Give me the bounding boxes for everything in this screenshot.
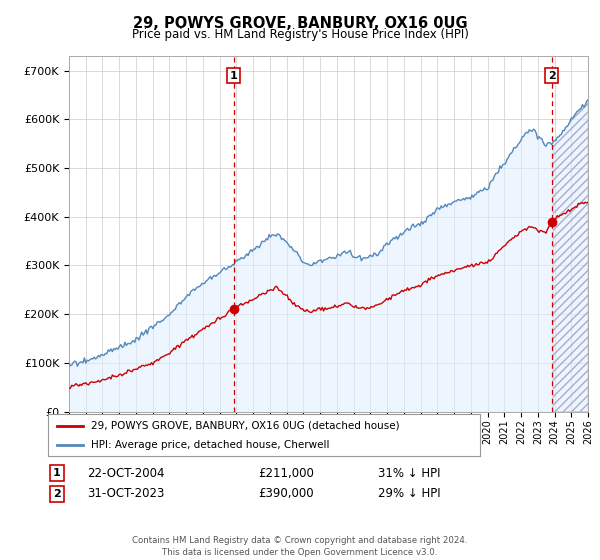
Text: 29, POWYS GROVE, BANBURY, OX16 0UG (detached house): 29, POWYS GROVE, BANBURY, OX16 0UG (deta…	[91, 421, 400, 431]
Text: 2: 2	[53, 489, 61, 499]
Text: 29% ↓ HPI: 29% ↓ HPI	[378, 487, 440, 501]
Text: £211,000: £211,000	[258, 466, 314, 480]
Text: 29, POWYS GROVE, BANBURY, OX16 0UG: 29, POWYS GROVE, BANBURY, OX16 0UG	[133, 16, 467, 31]
Text: 1: 1	[230, 71, 238, 81]
Text: Contains HM Land Registry data © Crown copyright and database right 2024.
This d: Contains HM Land Registry data © Crown c…	[132, 536, 468, 557]
Text: 31-OCT-2023: 31-OCT-2023	[87, 487, 164, 501]
Text: HPI: Average price, detached house, Cherwell: HPI: Average price, detached house, Cher…	[91, 440, 330, 450]
Text: £390,000: £390,000	[258, 487, 314, 501]
Text: 22-OCT-2004: 22-OCT-2004	[87, 466, 164, 480]
Text: 31% ↓ HPI: 31% ↓ HPI	[378, 466, 440, 480]
Text: 1: 1	[53, 468, 61, 478]
Text: 2: 2	[548, 71, 556, 81]
Text: Price paid vs. HM Land Registry's House Price Index (HPI): Price paid vs. HM Land Registry's House …	[131, 28, 469, 41]
